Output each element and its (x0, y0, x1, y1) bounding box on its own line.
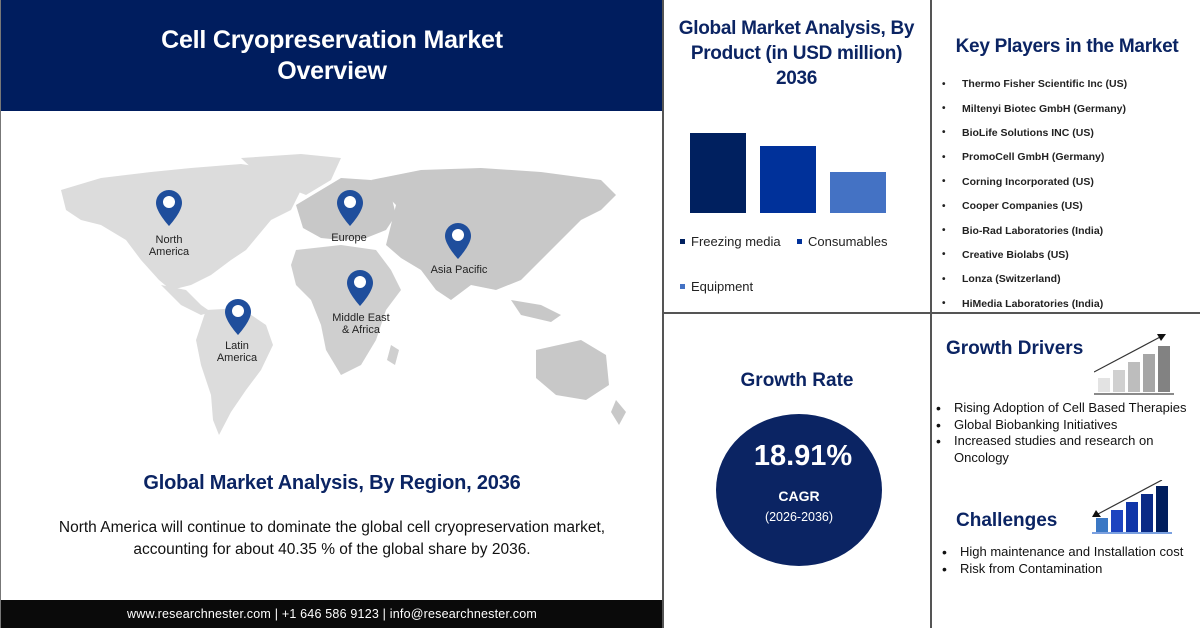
bar-consumables (760, 146, 816, 213)
bullet-icon: • (942, 249, 946, 261)
bullet-icon: • (942, 544, 947, 560)
cagr-period: (2026-2036) (764, 510, 834, 524)
pin-label-asia-pacific: Asia Pacific (430, 264, 488, 276)
pin-label-north-america: North America (148, 234, 190, 258)
bullet-icon: • (936, 433, 941, 449)
bullet-icon: • (942, 560, 947, 577)
legend-swatch-icon (797, 239, 802, 244)
list-item: • Rising Adoption of Cell Based Therapies (936, 400, 1187, 416)
key-players-title: Key Players in the Market (955, 36, 1179, 57)
bullet-icon: • (936, 400, 941, 416)
growth-drivers-list: • Rising Adoption of Cell Based Therapies… (936, 400, 1198, 466)
bullet-icon: • (942, 298, 946, 310)
bar-equipment (830, 172, 886, 213)
legend-item-freezing-media: Freezing media (680, 234, 781, 249)
region-analysis-description: North America will continue to dominate … (58, 519, 606, 558)
list-item: • PromoCell GmbH (Germany) (942, 151, 1105, 164)
challenges-title: Challenges (956, 510, 1058, 531)
legend-label: Equipment (691, 279, 754, 294)
bullet-icon: • (942, 176, 946, 188)
cagr-value: 18.91% (753, 440, 853, 472)
location-pin-icon (347, 270, 373, 306)
location-pin-icon (337, 190, 363, 226)
list-item: • Global Biobanking Initiatives (936, 416, 1118, 433)
list-item: • BioLife Solutions INC (US) (942, 126, 1094, 139)
cagr-label: CAGR (778, 488, 820, 504)
legend-item-equipment: Equipment (680, 279, 753, 294)
location-pin-icon (156, 190, 182, 226)
world-map-icon (61, 154, 626, 435)
drivers-challenges-panel: Growth Drivers • Rising Adoption of Cell … (930, 312, 1200, 628)
list-item: • Risk from Contamination (942, 560, 1103, 577)
key-players-list: • Thermo Fisher Scientific Inc (US) • Milt… (942, 72, 1197, 316)
declining-bar-chart-icon (1092, 480, 1172, 534)
list-item: • Creative Biolabs (US) (942, 248, 1069, 261)
bullet-icon: • (936, 416, 941, 433)
region-analysis-title: Global Market Analysis, By Region, 2036 (143, 472, 521, 494)
pin-label-europe: Europe (331, 232, 367, 244)
list-item: • Miltenyi Biotec GmbH (Germany) (942, 102, 1126, 115)
challenges-list: • High maintenance and Installation cost … (942, 544, 1200, 577)
page-title: Cell Cryopreservation Market Overview (161, 25, 503, 85)
pin-label-middle-east-africa: Middle East & Africa (332, 312, 390, 336)
key-players-panel: Key Players in the Market • Thermo Fisher… (930, 0, 1200, 314)
legend-label: Freezing media (691, 234, 781, 249)
product-analysis-panel: Global Market Analysis, By Product (in U… (662, 0, 932, 314)
bullet-icon: • (942, 127, 946, 139)
bullet-icon: • (942, 103, 946, 115)
list-item: • High maintenance and Installation cost (942, 544, 1184, 560)
bullet-icon: • (942, 78, 946, 90)
list-item: • Thermo Fisher Scientific Inc (US) (942, 78, 1128, 91)
list-item: • Corning Incorporated (US) (942, 175, 1094, 188)
growth-rate-panel: Growth Rate 18.91% CAGR (2026-2036) (662, 312, 932, 628)
legend-label: Consumables (808, 234, 888, 249)
product-bar-chart (690, 120, 890, 213)
growth-rate-title: Growth Rate (740, 370, 854, 391)
list-item: • Increased studies and research on Oncol… (936, 433, 1154, 465)
bullet-icon: • (942, 273, 946, 285)
legend-item-consumables: Consumables (797, 234, 888, 249)
bullet-icon: • (942, 151, 946, 163)
cagr-badge: 18.91% CAGR (2026-2036) (716, 414, 882, 566)
location-pin-icon (225, 299, 251, 335)
legend-swatch-icon (680, 239, 685, 244)
contact-footer: www.researchnester.com | +1 646 586 9123… (1, 600, 663, 628)
list-item: • Lonza (Switzerland) (942, 273, 1061, 286)
bullet-icon: • (942, 225, 946, 237)
list-item: • Cooper Companies (US) (942, 200, 1083, 213)
legend-swatch-icon (680, 284, 685, 289)
header-banner: Cell Cryopreservation Market Overview (1, 0, 663, 111)
bullet-icon: • (942, 200, 946, 212)
world-map: North America Europe Asia Pacific Middle … (41, 150, 641, 450)
bar-freezing-media (690, 133, 746, 213)
region-panel: Cell Cryopreservation Market Overview (0, 0, 663, 628)
rising-bar-chart-icon (1094, 334, 1174, 395)
pin-label-latin-america: Latin America (216, 340, 258, 364)
list-item: • Bio-Rad Laboratories (India) (942, 224, 1104, 237)
list-item: • HiMedia Laboratories (India) (942, 297, 1104, 310)
location-pin-icon (445, 223, 471, 259)
growth-drivers-title: Growth Drivers (946, 338, 1084, 359)
product-chart-title: Global Market Analysis, By Product (in U… (678, 18, 915, 89)
